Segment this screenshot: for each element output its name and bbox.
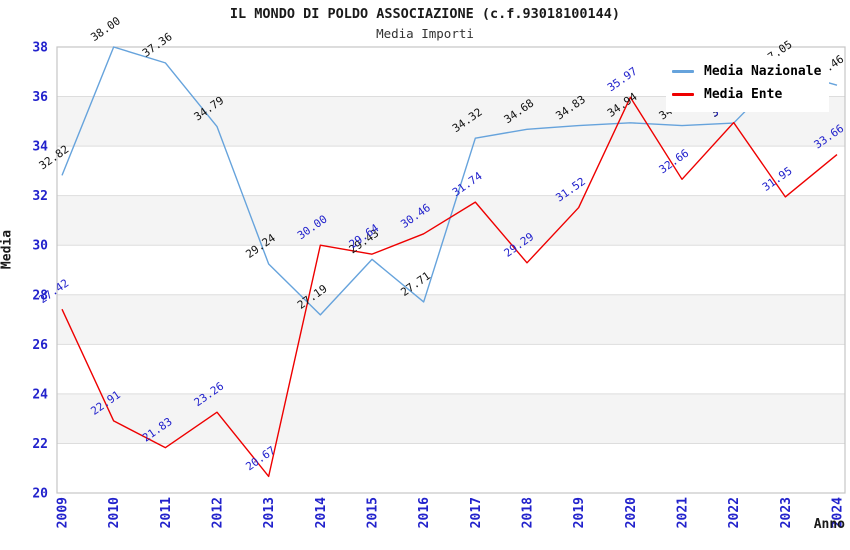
legend-label-ente: Media Ente <box>704 87 783 102</box>
y-tick-label: 24 <box>32 387 48 402</box>
legend-item-ente: Media Ente <box>672 83 821 106</box>
x-tick-label: 2009 <box>56 497 71 528</box>
legend-item-nazionale: Media Nazionale <box>672 60 821 83</box>
y-axis-title: Media <box>0 229 15 270</box>
plot-border <box>56 46 846 494</box>
x-tick-label: 2011 <box>159 497 174 528</box>
legend-swatch-ente <box>672 93 694 96</box>
series-line-media-nazionale <box>61 46 838 316</box>
data-label: 32.66 <box>657 147 692 177</box>
y-tick-label: 30 <box>32 239 48 254</box>
x-tick-label: 2017 <box>469 497 484 528</box>
series-line-media-ente <box>61 96 838 478</box>
chart-subtitle: Media Importi <box>376 26 474 41</box>
x-tick-label: 2016 <box>417 497 432 528</box>
x-tick-label: 2023 <box>779 497 794 528</box>
x-tick-label: 2020 <box>624 497 639 528</box>
x-tick-label: 2012 <box>211 497 226 528</box>
x-tick-label: 2019 <box>572 497 587 528</box>
x-tick-label: 2024 <box>831 497 846 528</box>
y-tick-label: 32 <box>32 189 48 204</box>
y-tick-label: 20 <box>32 487 48 502</box>
x-axis-title: Anno <box>813 517 845 532</box>
data-label: 31.74 <box>450 169 485 199</box>
x-tick-label: 2018 <box>521 497 536 528</box>
x-tick-label: 2015 <box>366 497 381 528</box>
x-tick-label: 2022 <box>727 497 742 528</box>
legend-swatch-nazionale <box>672 70 694 73</box>
x-tick-label: 2013 <box>262 497 277 528</box>
legend-label-nazionale: Media Nazionale <box>704 64 822 79</box>
y-tick-label: 38 <box>32 41 48 56</box>
x-tick-label: 2010 <box>107 497 122 528</box>
y-tick-label: 22 <box>32 437 48 452</box>
data-label: 37.36 <box>140 30 175 60</box>
band <box>57 294 845 345</box>
band <box>57 393 845 444</box>
y-tick-label: 36 <box>32 90 48 105</box>
legend: Media Nazionale Media Ente <box>666 56 830 112</box>
data-label: 35.97 <box>605 65 640 95</box>
y-tick-label: 34 <box>32 140 48 155</box>
x-tick-label: 2021 <box>676 497 691 528</box>
y-tick-label: 26 <box>32 338 48 353</box>
band <box>57 195 845 246</box>
chart-title: IL MONDO DI POLDO ASSOCIAZIONE (c.f.9301… <box>229 6 621 22</box>
x-tick-label: 2014 <box>314 497 329 528</box>
y-tick-label: 28 <box>32 288 48 303</box>
data-label: 38.00 <box>88 14 123 44</box>
